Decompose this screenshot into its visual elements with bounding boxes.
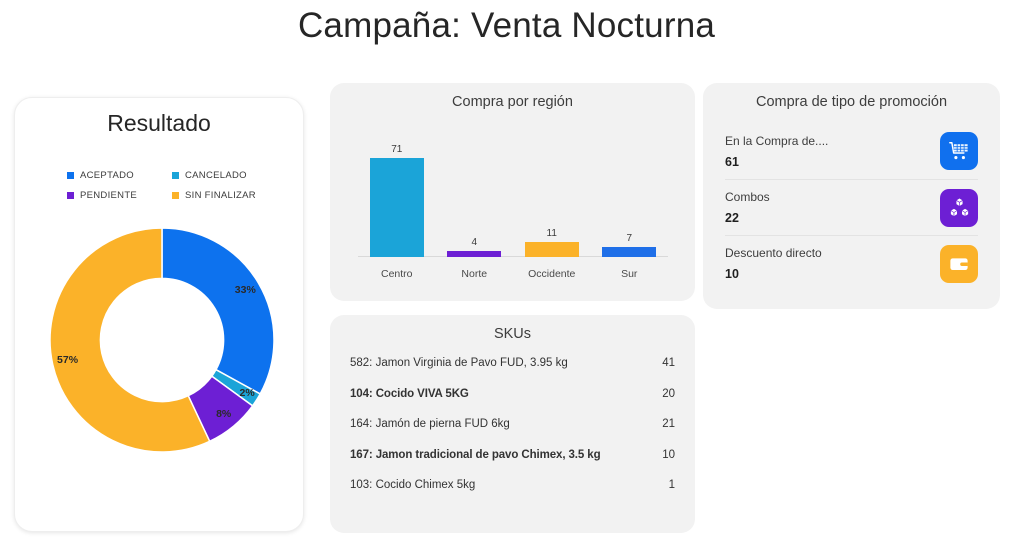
bar-category-label: Norte — [461, 268, 488, 280]
sku-row[interactable]: 104: Cocido VIVA 5KG 20 — [340, 388, 685, 419]
promo-value: 22 — [725, 211, 739, 225]
sku-name: 103: Cocido Chimex 5kg — [350, 479, 476, 491]
donut-svg — [49, 227, 275, 453]
bar-rect[interactable] — [447, 251, 502, 257]
shopping-cart-icon[interactable] — [940, 132, 978, 170]
legend-swatch-icon — [67, 192, 74, 199]
bar-column[interactable]: 7 — [602, 135, 657, 257]
sku-row[interactable]: 167: Jamon tradicional de pavo Chimex, 3… — [340, 449, 685, 480]
legend-swatch-icon — [172, 192, 179, 199]
promo-list: En la Compra de.... 61 Combos 22 Descuento d… — [703, 123, 1000, 291]
sku-quantity: 41 — [662, 357, 675, 369]
bar-rect[interactable] — [369, 157, 424, 257]
promo-text: Combos 22 — [725, 190, 770, 225]
region-bar-chart[interactable]: 71 Centro 4 Norte 11 Occidente 7 Sur — [358, 135, 668, 285]
promo-value: 10 — [725, 267, 739, 281]
promo-label: Descuento directo — [725, 246, 822, 260]
skus-title: SKUs — [493, 326, 532, 342]
skus-panel: SKUs 582: Jamon Virginia de Pavo FUD, 3.… — [330, 315, 695, 533]
sku-quantity: 21 — [662, 418, 675, 430]
sku-quantity: 20 — [662, 387, 675, 400]
skus-list: 582: Jamon Virginia de Pavo FUD, 3.95 kg… — [340, 357, 685, 510]
bar-column[interactable]: 71 — [369, 135, 424, 257]
bar-rect[interactable] — [524, 241, 579, 257]
legend-swatch-icon — [172, 172, 179, 179]
legend-label: PENDIENTE — [80, 190, 138, 201]
sku-quantity: 10 — [662, 448, 675, 461]
resultado-card: Resultado ACEPTADO CANCELADO PENDIENTE SIN … — [14, 97, 304, 532]
promo-text: En la Compra de.... 61 — [725, 134, 828, 169]
bar-value-label: 4 — [471, 237, 478, 248]
region-chart-title: Compra por región — [452, 94, 573, 110]
combo-boxes-icon[interactable] — [940, 188, 978, 227]
sku-row[interactable]: 103: Cocido Chimex 5kg 1 — [340, 479, 685, 510]
promo-panel-title: Compra de tipo de promoción — [755, 94, 948, 110]
donut-slice[interactable] — [49, 227, 211, 453]
sku-name: 164: Jamón de pierna FUD 6kg — [350, 418, 510, 430]
bar-value-label: 71 — [391, 143, 403, 155]
page-title: Campaña: Venta Nocturna — [297, 6, 716, 45]
bar-category-label: Occidente — [528, 268, 576, 280]
bar-column[interactable]: 4 — [447, 135, 502, 257]
donut-legend: ACEPTADO CANCELADO PENDIENTE SIN FINALIZAR — [67, 170, 277, 210]
bar-baseline — [358, 256, 668, 257]
promo-label: Combos — [725, 190, 770, 204]
promo-value: 61 — [725, 154, 739, 169]
promo-row[interactable]: Descuento directo 10 — [725, 235, 978, 291]
promo-row[interactable]: Combos 22 — [725, 179, 978, 235]
resultado-title: Resultado — [107, 110, 211, 136]
sku-name: 104: Cocido VIVA 5KG — [350, 387, 469, 400]
sku-row[interactable]: 164: Jamón de pierna FUD 6kg 21 — [340, 418, 685, 449]
legend-label: ACEPTADO — [80, 170, 134, 181]
promo-row[interactable]: En la Compra de.... 61 — [725, 123, 978, 179]
bar-value-label: 11 — [546, 227, 557, 239]
region-chart-panel: Compra por región 71 Centro 4 Norte 11 Occide… — [330, 83, 695, 301]
sku-row[interactable]: 582: Jamon Virginia de Pavo FUD, 3.95 kg… — [340, 357, 685, 388]
sku-quantity: 1 — [668, 479, 675, 491]
legend-swatch-icon — [67, 172, 74, 179]
legend-item[interactable]: PENDIENTE — [67, 190, 172, 201]
legend-item[interactable]: ACEPTADO — [67, 170, 172, 181]
sku-name: 582: Jamon Virginia de Pavo FUD, 3.95 kg — [350, 357, 568, 369]
bar-category-label: Sur — [621, 268, 638, 280]
legend-item[interactable]: CANCELADO — [172, 170, 277, 181]
legend-item[interactable]: SIN FINALIZAR — [172, 190, 277, 201]
bar-category-label: Centro — [380, 268, 413, 280]
wallet-icon[interactable] — [940, 244, 978, 283]
donut-slice[interactable] — [161, 227, 275, 395]
legend-label: CANCELADO — [185, 170, 247, 181]
sku-name: 167: Jamon tradicional de pavo Chimex, 3… — [350, 448, 601, 461]
bar-column[interactable]: 11 — [524, 135, 579, 257]
promo-label: En la Compra de.... — [725, 133, 829, 148]
promo-text: Descuento directo 10 — [725, 246, 822, 281]
donut-chart[interactable]: 33% 2% 8% 57% — [42, 220, 282, 460]
promo-panel: Compra de tipo de promoción En la Compra… — [703, 83, 1000, 309]
legend-label: SIN FINALIZAR — [185, 190, 256, 201]
bar-value-label: 7 — [626, 233, 633, 245]
bar-rect[interactable] — [602, 247, 657, 257]
